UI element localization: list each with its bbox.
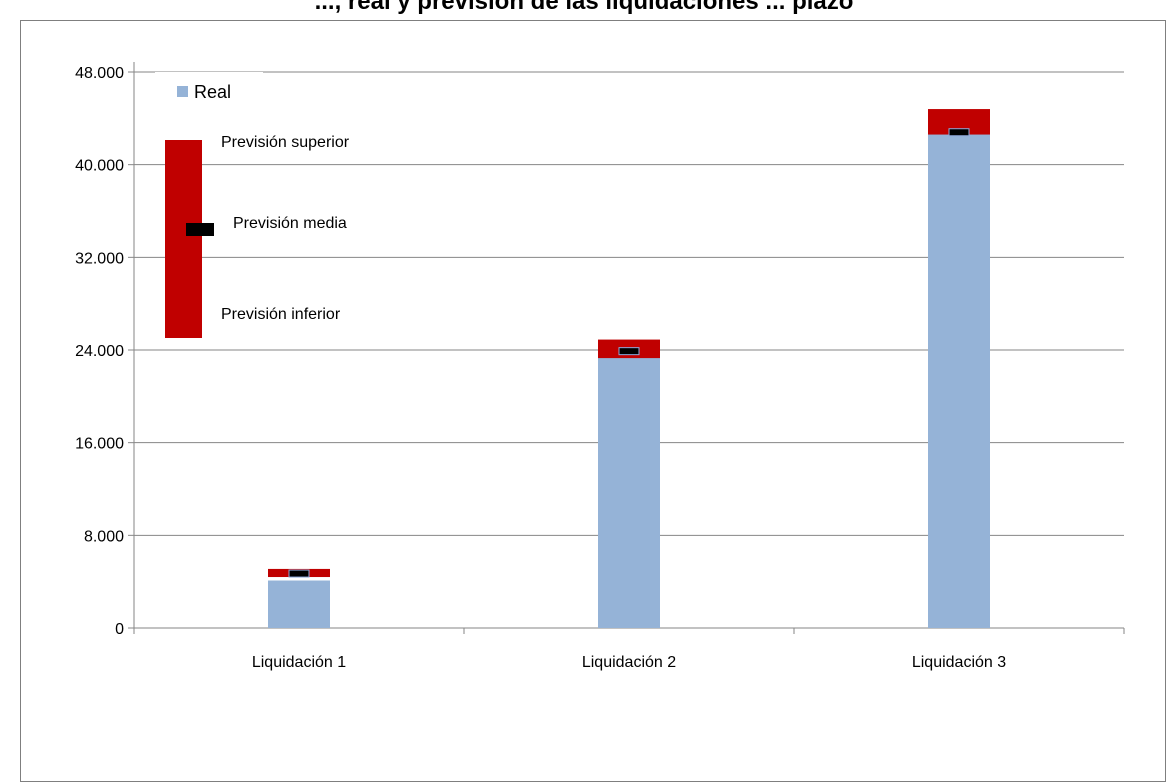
y-tick-label: 24.000 — [75, 343, 124, 360]
bars — [268, 109, 990, 629]
legend-media-label: Previsión media — [233, 215, 347, 232]
legend-real-label: Real — [194, 82, 231, 102]
x-tick-label: Liquidación 3 — [912, 654, 1006, 671]
y-tick-label: 0 — [115, 621, 124, 638]
y-tick-label: 48.000 — [75, 65, 124, 82]
legend-inferior-label: Previsión inferior — [221, 306, 341, 323]
real-bar — [928, 134, 990, 629]
y-tick-label: 16.000 — [75, 436, 124, 453]
chart-title: ..., real y previsión de las liquidacion… — [314, 0, 854, 15]
x-tick-label: Liquidación 1 — [252, 654, 346, 671]
legend-bg — [155, 72, 263, 102]
x-axis: Liquidación 1 Liquidación 2 Liquidación 3 — [133, 627, 1125, 671]
y-tick-label: 40.000 — [75, 158, 124, 175]
mean-marker — [618, 347, 640, 356]
legend-range-bar — [165, 140, 202, 338]
legend: Real Previsión superior Previsión media … — [155, 72, 480, 338]
legend-superior-label: Previsión superior — [221, 134, 350, 151]
legend-real-swatch — [177, 86, 188, 97]
real-bar — [268, 580, 330, 628]
legend-mean-marker — [186, 223, 214, 236]
y-tick-label: 32.000 — [75, 250, 124, 267]
x-tick-label: Liquidación 2 — [582, 654, 676, 671]
legend-bg-2 — [205, 120, 480, 162]
real-bar — [598, 358, 660, 628]
y-axis: 0 8.000 16.000 24.000 32.000 40.000 48.000 — [75, 62, 135, 638]
y-tick-label: 8.000 — [84, 528, 124, 545]
mean-marker — [288, 569, 310, 578]
mean-marker — [948, 128, 970, 137]
